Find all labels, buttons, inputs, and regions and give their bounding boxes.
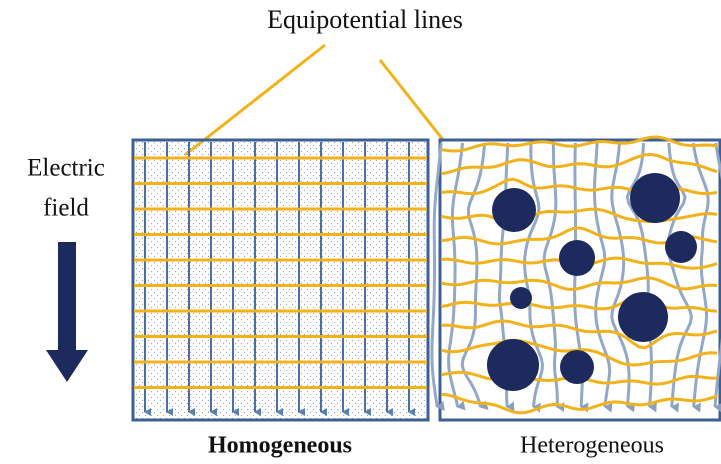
panel-label: Heterogeneous [520,433,664,459]
particle [560,350,594,384]
particle [492,188,536,232]
particle [665,231,697,263]
particle [559,240,595,276]
particle [487,339,539,391]
particle [618,292,668,342]
field-label: Electric [27,155,105,182]
panel-label: Homogeneous [208,433,352,459]
field-label: field [43,195,89,222]
diagram: Equipotential lines Electric field Homog… [0,0,721,464]
field-arrow [46,242,88,382]
particle [630,173,680,223]
particle [510,287,532,309]
title: Equipotential lines [267,5,463,34]
